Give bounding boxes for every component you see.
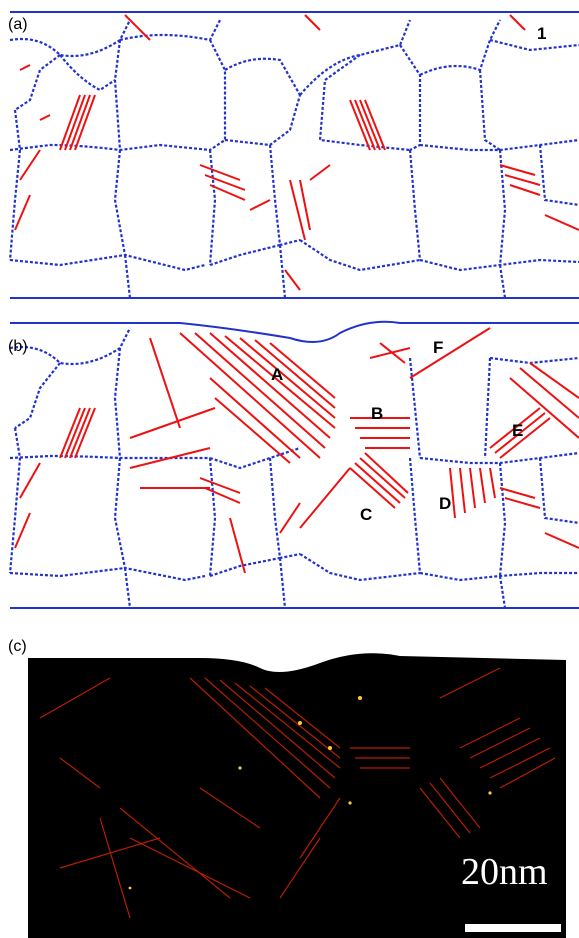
marker-b: B xyxy=(371,404,384,423)
dislocation-traces xyxy=(39,667,556,919)
marker-e: E xyxy=(512,421,524,440)
panel-c: (c) xyxy=(0,638,579,938)
marker-a: A xyxy=(271,365,284,384)
marker-d: D xyxy=(439,494,452,513)
hot-spots xyxy=(128,696,492,890)
grain-boundaries xyxy=(8,327,579,609)
panel-c-intensity-map xyxy=(28,653,566,938)
panel-a-label: (a) xyxy=(8,16,28,33)
marker-c: C xyxy=(360,505,373,524)
panel-b-label: (b) xyxy=(8,338,28,355)
panel-a: (a) 1 xyxy=(0,0,579,305)
panel-b-grain-map xyxy=(8,320,579,609)
grain-boundaries xyxy=(8,19,579,299)
top-surface-line xyxy=(10,320,579,343)
marker-1: 1 xyxy=(537,24,547,43)
panel-b: (b) A B C D E F xyxy=(0,318,579,618)
scale-bar-label: 20nm xyxy=(461,851,548,893)
panel-a-grain-map xyxy=(8,11,579,299)
dislocation-lines xyxy=(14,14,579,291)
marker-f: F xyxy=(433,338,444,357)
map-background xyxy=(28,653,566,938)
panel-c-label: (c) xyxy=(8,638,27,655)
scale-bar xyxy=(465,924,561,932)
dislocation-lines xyxy=(14,327,579,574)
